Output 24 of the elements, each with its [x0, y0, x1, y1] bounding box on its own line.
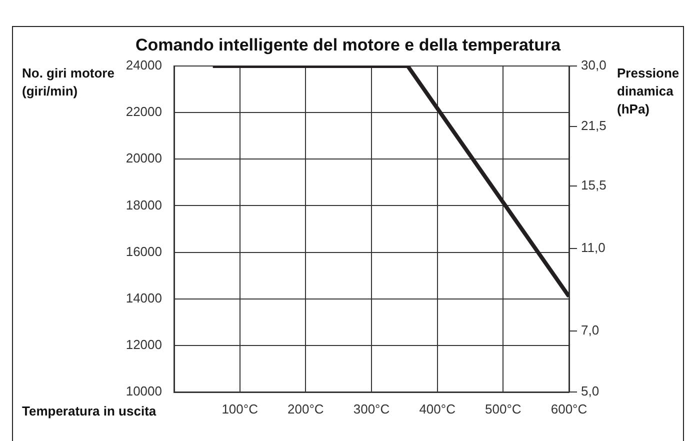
y-tick-label: 16000: [126, 244, 162, 259]
y-axis-title: No. giri motore (giri/min): [22, 66, 114, 99]
x-tick-label: 100°C: [222, 401, 258, 416]
y2-tick-label: 30,0: [581, 58, 606, 73]
y2-tick-label: 7,0: [581, 322, 600, 338]
chart-title: Comando intelligente del motore e della temperatura: [135, 36, 562, 55]
y2-tick-label: 15,5: [581, 178, 606, 193]
y-tick-label: 24000: [126, 58, 162, 73]
y-tick-label: 22000: [126, 104, 162, 120]
y-tick-label: 12000: [126, 337, 162, 352]
x-tick-label: 500°C: [485, 401, 522, 416]
y-tick-label: 20000: [126, 150, 162, 166]
x-tick-label: 400°C: [419, 401, 456, 416]
x-tick-label: 600°C: [550, 401, 588, 416]
x-axis-title: Temperatura in uscita: [22, 404, 157, 419]
y2-axis-title: Pressione dinamica (hPa): [617, 66, 680, 117]
x-tick-label: 200°C: [288, 401, 324, 416]
y2-tick-label: 11,0: [581, 240, 606, 256]
x-tick-label: 300°C: [353, 401, 390, 416]
y-tick-label: 14000: [126, 290, 162, 306]
y-tick-label: 18000: [126, 197, 162, 212]
y-tick-label: 10000: [126, 384, 162, 399]
y2-tick-label: 21,5: [581, 118, 606, 134]
y2-tick-label: 5,0: [581, 384, 600, 399]
